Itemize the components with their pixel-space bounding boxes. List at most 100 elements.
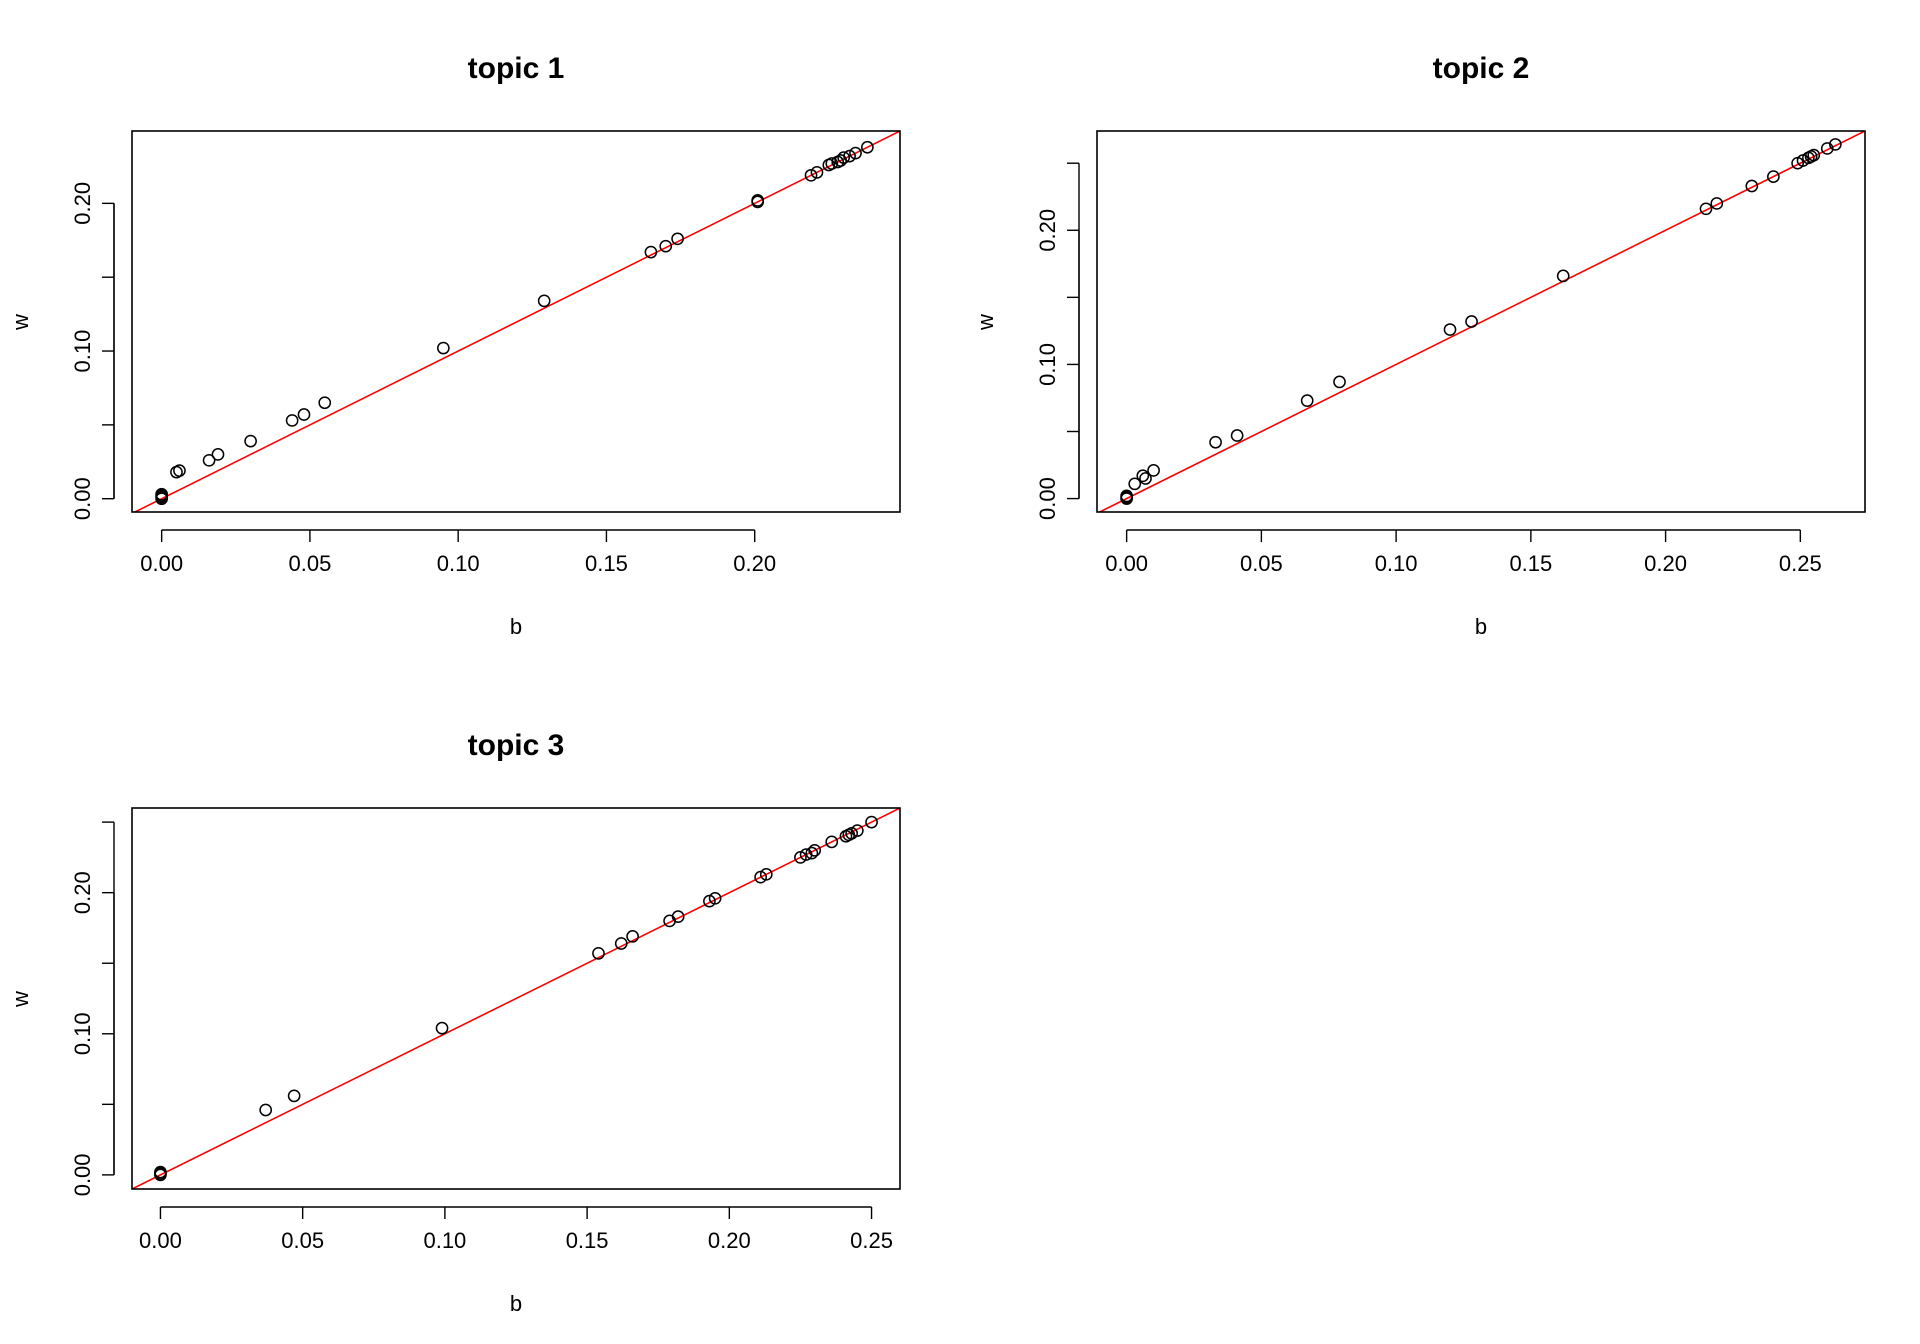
data-point	[1136, 469, 1150, 483]
data-point	[671, 910, 685, 924]
data-point	[244, 434, 257, 448]
data-point	[1820, 142, 1834, 155]
data-point	[318, 396, 332, 410]
data-point	[1128, 477, 1142, 491]
panel-topic-1: topic 1 b w 0.00 0.05 0.10 0.15 0.20 0.00 0.10…	[8, 52, 901, 639]
x-tick-label: 0.10	[437, 551, 480, 576]
data-point	[287, 1089, 301, 1103]
x-tick-label: 0.00	[1105, 551, 1148, 576]
data-point	[1147, 464, 1160, 477]
x-tick-label: 0.15	[1509, 551, 1552, 576]
data-point	[849, 146, 862, 160]
data-point	[671, 232, 684, 246]
y-tick-label: 0.10	[70, 330, 95, 373]
reference-line	[132, 808, 900, 1189]
x-tick-label: 0.25	[1779, 551, 1822, 576]
data-point	[1829, 138, 1842, 151]
data-point	[805, 846, 819, 860]
y-tick-label: 0.00	[70, 477, 95, 520]
data-point	[1556, 269, 1570, 283]
data-point	[810, 165, 824, 179]
panel-title: topic 3	[468, 729, 565, 762]
x-tick-label: 0.25	[850, 1228, 893, 1253]
reference-line	[1097, 131, 1865, 512]
data-point	[804, 168, 818, 182]
x-axis-label: b	[510, 1291, 522, 1316]
x-tick-label: 0.10	[1375, 551, 1418, 576]
y-axis-label: w	[973, 314, 998, 331]
data-point	[202, 453, 216, 467]
panel-title: topic 1	[468, 52, 565, 85]
x-tick-label: 0.00	[139, 1228, 182, 1253]
panel-topic-3: topic 3 b w 0.00 0.05 0.10 0.15 0.20 0.25 0.00…	[8, 729, 901, 1316]
data-point	[1807, 148, 1821, 162]
data-point	[850, 824, 864, 837]
x-axis-label: b	[510, 614, 522, 639]
x-tick-label: 0.00	[140, 551, 183, 576]
data-point	[1333, 375, 1346, 389]
data-point	[843, 149, 856, 163]
data-point	[1209, 435, 1222, 449]
data-point	[154, 1165, 167, 1179]
data-point	[1745, 179, 1759, 193]
panel-topic-2: topic 2 b w 0.00 0.05 0.10 0.15 0.20 0.25 0.00…	[973, 52, 1866, 639]
x-tick-label: 0.05	[1240, 551, 1283, 576]
data-point	[437, 341, 450, 355]
data-point	[614, 937, 628, 950]
y-tick-label: 0.00	[70, 1153, 95, 1196]
data-point	[259, 1103, 273, 1117]
y-tick-label: 0.10	[70, 1012, 95, 1055]
reference-line	[133, 131, 900, 512]
data-point	[825, 157, 839, 170]
data-point	[751, 194, 765, 207]
x-axis-label: b	[1475, 614, 1487, 639]
data-point	[1767, 170, 1780, 183]
data-point	[537, 294, 551, 308]
y-tick-label: 0.20	[1035, 209, 1060, 252]
data-point	[1230, 429, 1244, 442]
data-point	[644, 245, 658, 259]
data-point	[173, 464, 186, 478]
x-tick-label: 0.05	[281, 1228, 324, 1253]
x-tick-label: 0.15	[566, 1228, 609, 1253]
x-tick-label: 0.05	[289, 551, 332, 576]
x-tick-label: 0.10	[423, 1228, 466, 1253]
plot-frame	[131, 130, 901, 513]
plot-frame	[131, 807, 901, 1190]
data-point	[837, 151, 851, 164]
y-tick-label: 0.20	[70, 871, 95, 914]
data-point	[808, 843, 822, 857]
data-point	[211, 448, 225, 461]
data-point	[155, 487, 169, 501]
data-point	[285, 414, 299, 427]
data-point	[297, 408, 311, 421]
plot-frame	[1096, 130, 1866, 513]
data-point	[1710, 197, 1724, 210]
x-tick-label: 0.20	[708, 1228, 751, 1253]
panel-title: topic 2	[1433, 52, 1530, 85]
data-point	[626, 930, 639, 943]
data-point	[592, 946, 605, 960]
data-point	[1699, 202, 1713, 216]
data-point	[825, 835, 839, 849]
data-point	[1300, 394, 1314, 408]
data-point	[435, 1021, 449, 1035]
x-tick-label: 0.15	[585, 551, 628, 576]
data-point	[1139, 472, 1152, 485]
y-tick-label: 0.20	[70, 182, 95, 225]
y-tick-label: 0.00	[1035, 477, 1060, 520]
data-point	[865, 815, 878, 829]
y-axis-label: w	[8, 314, 33, 331]
data-point	[1465, 315, 1478, 328]
data-point	[659, 239, 673, 253]
data-point	[708, 891, 722, 905]
y-tick-label: 0.10	[1035, 343, 1060, 386]
data-point	[1443, 323, 1457, 336]
data-point	[861, 140, 874, 154]
x-tick-label: 0.20	[1644, 551, 1687, 576]
y-axis-label: w	[8, 991, 33, 1008]
data-point	[759, 867, 773, 881]
data-point	[1120, 489, 1133, 503]
